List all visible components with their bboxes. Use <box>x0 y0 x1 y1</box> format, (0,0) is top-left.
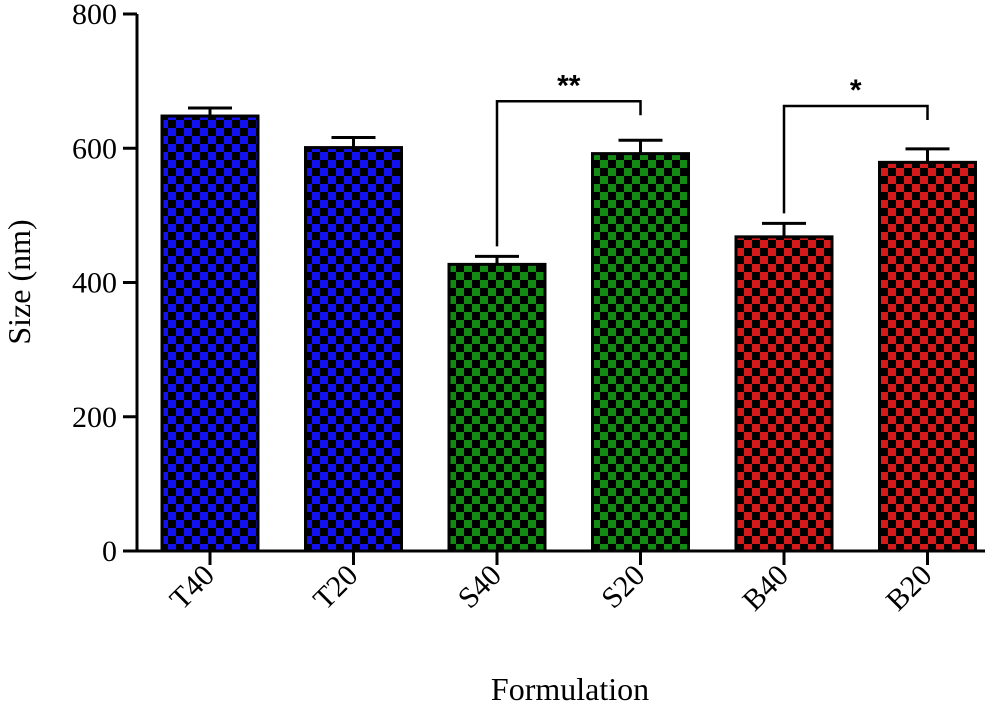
x-tick-label-t20: T20 <box>307 559 365 617</box>
bar-b20 <box>878 160 977 553</box>
x-tick-label-t40: T40 <box>163 559 221 617</box>
y-tick-label-600: 600 <box>72 132 117 165</box>
x-axis-title: Formulation <box>491 671 649 705</box>
x-tick-label-s20: S20 <box>595 559 651 615</box>
bar-s20 <box>591 152 690 553</box>
bar-t20 <box>304 146 403 553</box>
bar-s40 <box>447 262 547 553</box>
y-tick-label-400: 400 <box>72 267 117 300</box>
x-tick-label-s40: S40 <box>452 559 508 615</box>
y-tick-label-200: 200 <box>72 401 117 434</box>
error-bars-group <box>188 106 950 265</box>
y-tick-label-800: 800 <box>72 0 117 31</box>
significance-bracket-1 <box>495 100 642 247</box>
x-tick-label-b20: B20 <box>880 559 939 618</box>
significance-bracket-2 <box>782 104 929 214</box>
significance-group: ** * <box>495 69 929 247</box>
bars-group <box>160 114 977 553</box>
x-tick-label-b40: B40 <box>736 559 795 618</box>
y-tick-label-0: 0 <box>102 535 117 568</box>
bar-t40 <box>160 114 260 553</box>
significance-label-1: ** <box>557 69 581 102</box>
y-axis-title: Size (nm) <box>1 219 37 344</box>
bar-b40 <box>734 235 834 553</box>
significance-label-2: * <box>850 74 862 107</box>
